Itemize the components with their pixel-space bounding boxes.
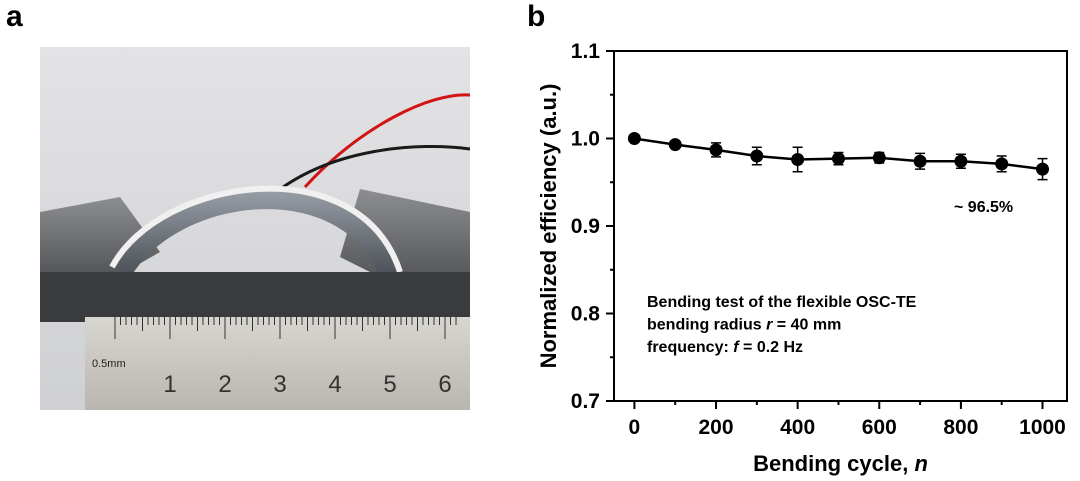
ruler-number: 1: [163, 371, 176, 398]
base-block: [40, 272, 470, 322]
ruler-ticks: [114, 317, 457, 339]
test-info-line-rest: = 40 mm: [772, 317, 841, 334]
data-point: [831, 152, 845, 166]
x-axis-title-var: n: [914, 451, 927, 476]
y-axis-title: Normalized efficiency (a.u.): [536, 84, 561, 369]
data-point: [709, 143, 723, 157]
test-info-line-var: f: [733, 339, 740, 356]
ruler-number: 5: [383, 371, 396, 398]
y-tick-label: 1.0: [571, 128, 600, 151]
retention-annotation: ~ 96.5%: [954, 199, 1013, 216]
panel-label-b: b: [527, 0, 546, 33]
x-tick-label: 1000: [1019, 416, 1066, 439]
x-tick-label: 200: [699, 416, 734, 439]
x-ticks: 0 200 400 600 800 1000: [629, 401, 1066, 439]
ruler: [85, 317, 470, 410]
test-info-text: Bending test of the flexible OSC-TE bendi…: [647, 294, 917, 356]
data-point: [954, 154, 968, 168]
black-wire: [269, 145, 470, 199]
x-tick-label: 800: [943, 416, 978, 439]
data-point: [627, 132, 641, 145]
panel-label-a: a: [6, 0, 23, 33]
y-tick-label: 0.8: [571, 303, 601, 326]
y-tick-label: 0.7: [571, 390, 600, 413]
test-info-line-text: frequency:: [647, 339, 733, 356]
data-point: [791, 153, 805, 166]
x-tick-label: 0: [629, 416, 641, 439]
x-axis-title: Bending cycle, n: [753, 451, 928, 476]
ruler-number: 6: [438, 371, 451, 398]
ruler-number: 2: [218, 371, 231, 398]
test-info-line-text: bending radius: [647, 317, 766, 334]
x-axis-title-main: Bending cycle,: [753, 451, 914, 476]
test-info-line-text: Bending test of the flexible OSC-TE: [647, 294, 917, 311]
data-point: [872, 151, 886, 165]
y-tick-label: 0.9: [571, 215, 600, 238]
test-info-line: frequency: f = 0.2 Hz: [647, 339, 803, 356]
x-tick-label: 600: [862, 416, 897, 439]
test-info-line: bending radius r = 40 mm: [647, 317, 841, 334]
data-point: [995, 157, 1009, 171]
test-info-line-var: r: [766, 317, 773, 334]
ruler-unit-label: 0.5mm: [92, 358, 126, 370]
data-point: [668, 138, 682, 152]
test-info-line: Bending test of the flexible OSC-TE: [647, 294, 917, 311]
film-edge: [109, 185, 403, 273]
y-tick-label: 1.1: [571, 40, 601, 63]
ruler-number: 4: [328, 371, 341, 398]
ruler-numbers: 1 2 3 4 5 6: [163, 371, 451, 398]
y-ticks: 0.7 0.8 0.9 1.0 1.1: [571, 40, 614, 413]
data-point: [750, 149, 764, 163]
efficiency-chart: 0.7 0.8 0.9 1.0 1.1 0 200 400 600 800 1000 ~ 96.5…: [536, 40, 1068, 476]
error-bars: [670, 141, 1048, 181]
data-point: [913, 154, 927, 168]
ruler-number: 3: [273, 371, 286, 398]
bending-setup-photo: 0.5mm 1 2 3 4 5 6: [40, 47, 470, 410]
test-info-line-rest: = 0.2 Hz: [739, 339, 803, 356]
x-tick-label: 400: [780, 416, 815, 439]
bent-film: [112, 188, 400, 277]
data-points: [627, 132, 1050, 176]
data-point: [1036, 162, 1050, 176]
